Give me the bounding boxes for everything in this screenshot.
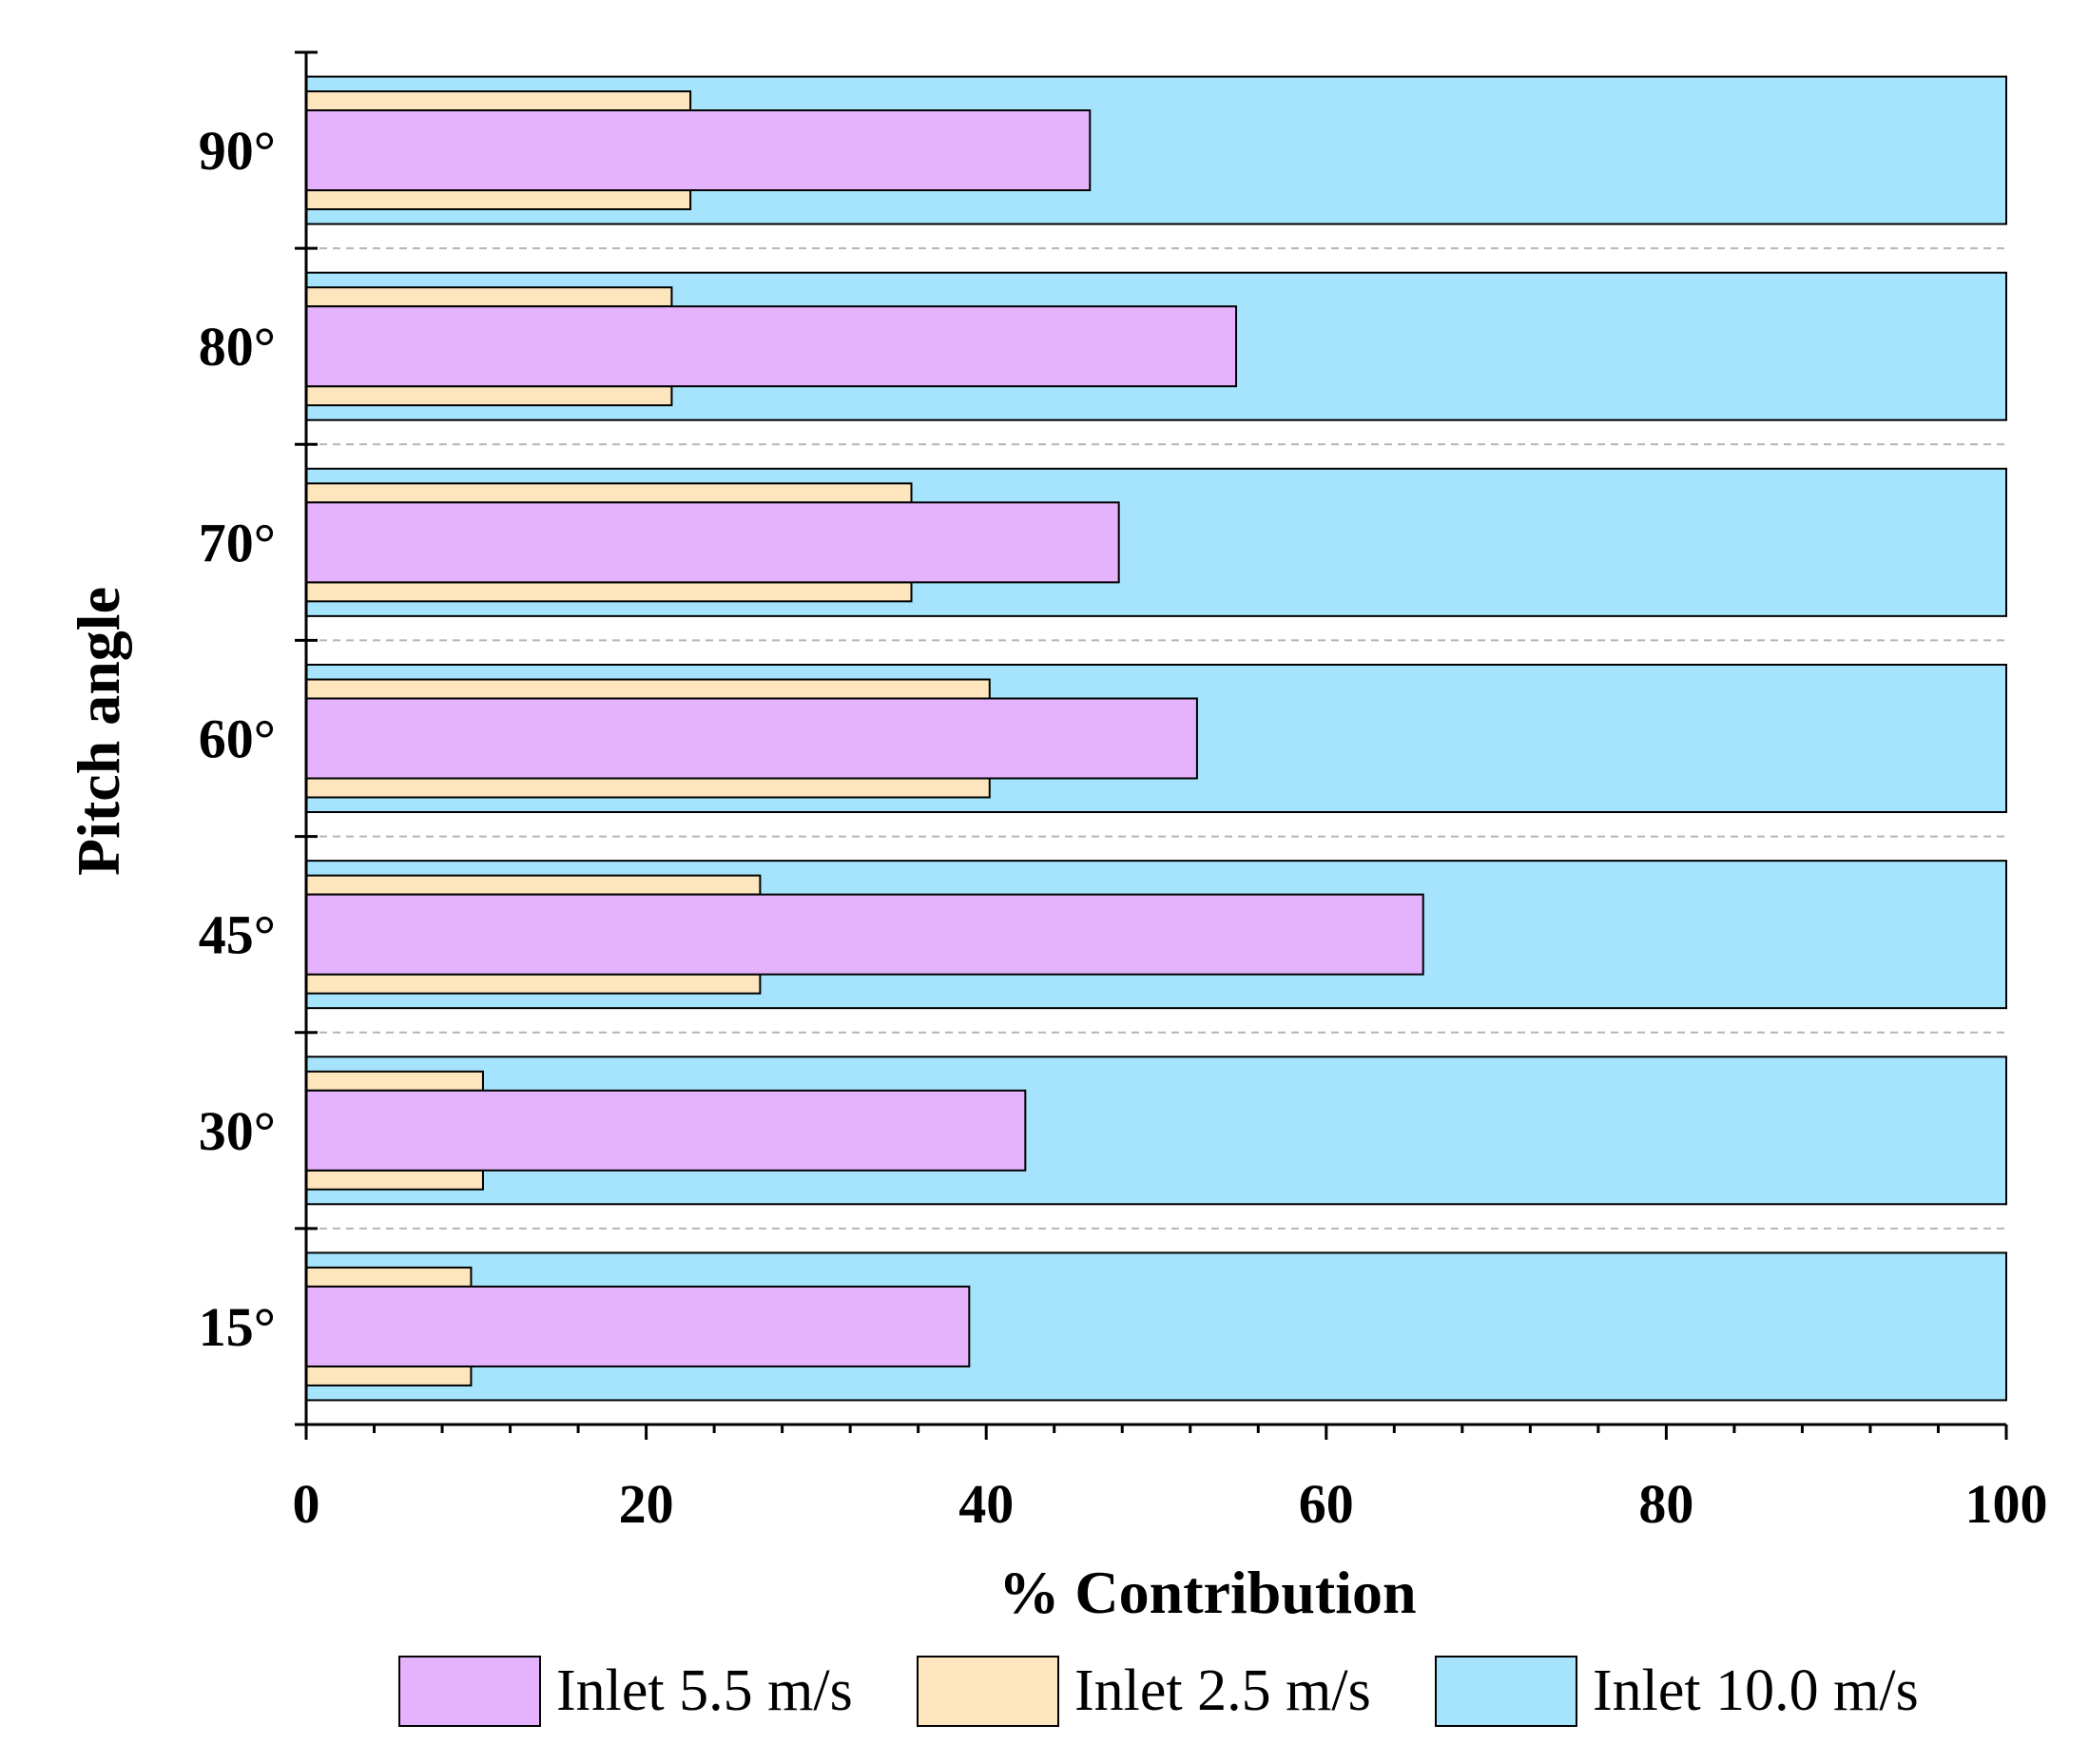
legend-swatch (1435, 1656, 1577, 1727)
bar-inlet-2-5-bottom (305, 1169, 484, 1191)
bar-inlet-5-5 (305, 697, 1198, 780)
y-tick-labels: 15° 30° 45° 60° 70° 80° 90° (199, 120, 276, 1358)
legend-label: Inlet 5.5 m/s (556, 1658, 853, 1723)
y-tick-label: 30° (199, 1100, 276, 1162)
y-tick-label: 90° (199, 120, 276, 182)
axes (295, 50, 2008, 1440)
bar-inlet-2-5-bottom (305, 385, 673, 407)
legend-swatch (917, 1656, 1059, 1727)
legend-label: Inlet 10.0 m/s (1593, 1658, 1919, 1723)
bar-inlet-5-5 (305, 1285, 971, 1367)
x-tick-label: 60 (1299, 1473, 1354, 1535)
bar-inlet-5-5 (305, 305, 1238, 388)
bar-inlet-2-5-top (305, 1070, 484, 1092)
bars (305, 75, 2007, 1402)
y-tick-label: 15° (199, 1296, 276, 1358)
legend: Inlet 5.5 m/s Inlet 2.5 m/s Inlet 10.0 m/s (398, 1656, 1919, 1727)
x-tick-label: 80 (1638, 1473, 1693, 1535)
x-tick-labels: 0 20 40 60 80 100 (293, 1473, 2048, 1535)
bar-inlet-2-5-top (305, 286, 673, 308)
bar-inlet-5-5 (305, 1089, 1027, 1172)
y-axis-title: Pitch angle (65, 587, 132, 876)
y-tick-label: 70° (199, 512, 276, 573)
bar-inlet-2-5-bottom (305, 581, 913, 603)
bar-inlet-2-5-bottom (305, 777, 991, 799)
legend-swatch (398, 1656, 541, 1727)
bar-inlet-2-5-top (305, 678, 991, 700)
bar-inlet-5-5 (305, 501, 1120, 584)
bar-inlet-2-5-top (305, 874, 762, 896)
x-axis-title: % Contribution (998, 1559, 1416, 1626)
x-tick-label: 40 (958, 1473, 1014, 1535)
y-tick-label: 45° (199, 904, 276, 966)
legend-label: Inlet 2.5 m/s (1074, 1658, 1371, 1723)
category-separators (306, 247, 2006, 1230)
x-tick-label: 20 (619, 1473, 674, 1535)
bar-inlet-2-5-bottom (305, 973, 762, 995)
bar-inlet-2-5-bottom (305, 1365, 473, 1386)
y-tick-label: 60° (199, 708, 276, 770)
bar-inlet-2-5-top (305, 482, 913, 504)
bar-inlet-2-5-bottom (305, 189, 692, 211)
x-tick-label: 0 (293, 1473, 320, 1535)
x-tick-label: 100 (1965, 1473, 2048, 1535)
bar-inlet-5-5 (305, 109, 1092, 192)
bar-inlet-2-5-top (305, 1266, 473, 1288)
bar-inlet-5-5 (305, 893, 1424, 976)
bar-inlet-2-5-top (305, 90, 692, 112)
y-tick-label: 80° (199, 316, 276, 378)
